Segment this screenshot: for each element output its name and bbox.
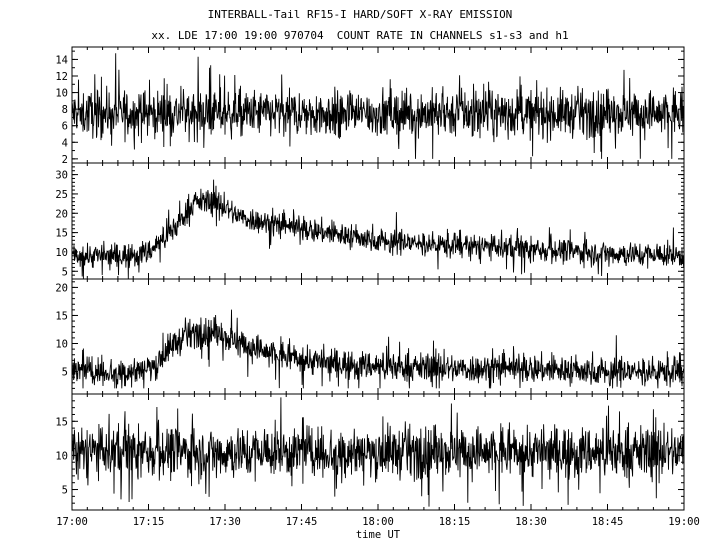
y-tick-label: 20 bbox=[55, 282, 68, 294]
series-trace-panel-2 bbox=[71, 179, 685, 280]
y-tick-label: 10 bbox=[55, 88, 68, 100]
y-tick-label: 4 bbox=[62, 137, 68, 149]
series-trace-panel-4 bbox=[71, 397, 685, 507]
x-tick-label: 17:00 bbox=[56, 516, 88, 528]
y-tick-label: 14 bbox=[55, 54, 68, 66]
x-tick-label: 18:00 bbox=[362, 516, 394, 528]
y-tick-label: 8 bbox=[62, 104, 68, 116]
y-tick-label: 5 bbox=[62, 266, 68, 278]
x-tick-label: 17:15 bbox=[133, 516, 165, 528]
series-trace-panel-3 bbox=[71, 309, 685, 389]
x-tick-label: 17:30 bbox=[209, 516, 241, 528]
y-tick-label: 5 bbox=[62, 367, 68, 379]
y-tick-label: 10 bbox=[55, 247, 68, 259]
y-tick-label: 15 bbox=[55, 310, 68, 322]
y-tick-label: 10 bbox=[55, 450, 68, 462]
y-tick-label: 25 bbox=[55, 189, 68, 201]
chart-subtitle: xx. LDE 17:00 19:00 970704 COUNT RATE IN… bbox=[151, 29, 569, 42]
y-tick-label: 10 bbox=[55, 339, 68, 351]
chart-title: INTERBALL-Tail RF15-I HARD/SOFT X-RAY EM… bbox=[207, 8, 513, 21]
y-tick-label: 15 bbox=[55, 416, 68, 428]
y-tick-label: 15 bbox=[55, 228, 68, 240]
panel-frame-2 bbox=[71, 162, 685, 280]
y-tick-label: 2 bbox=[62, 154, 68, 166]
y-tick-label: 6 bbox=[62, 121, 68, 133]
x-tick-label: 19:00 bbox=[668, 516, 700, 528]
panel-frame-3 bbox=[71, 278, 685, 395]
x-tick-label: 17:45 bbox=[286, 516, 318, 528]
y-tick-label: 5 bbox=[62, 485, 68, 497]
y-tick-label: 12 bbox=[55, 71, 68, 83]
x-tick-label: 18:15 bbox=[439, 516, 471, 528]
y-tick-label: 20 bbox=[55, 208, 68, 220]
x-axis-label: time UT bbox=[356, 529, 401, 541]
series-trace-panel-1 bbox=[71, 53, 685, 159]
y-tick-label: 30 bbox=[55, 170, 68, 182]
x-tick-label: 18:30 bbox=[515, 516, 547, 528]
x-tick-label: 18:45 bbox=[592, 516, 624, 528]
